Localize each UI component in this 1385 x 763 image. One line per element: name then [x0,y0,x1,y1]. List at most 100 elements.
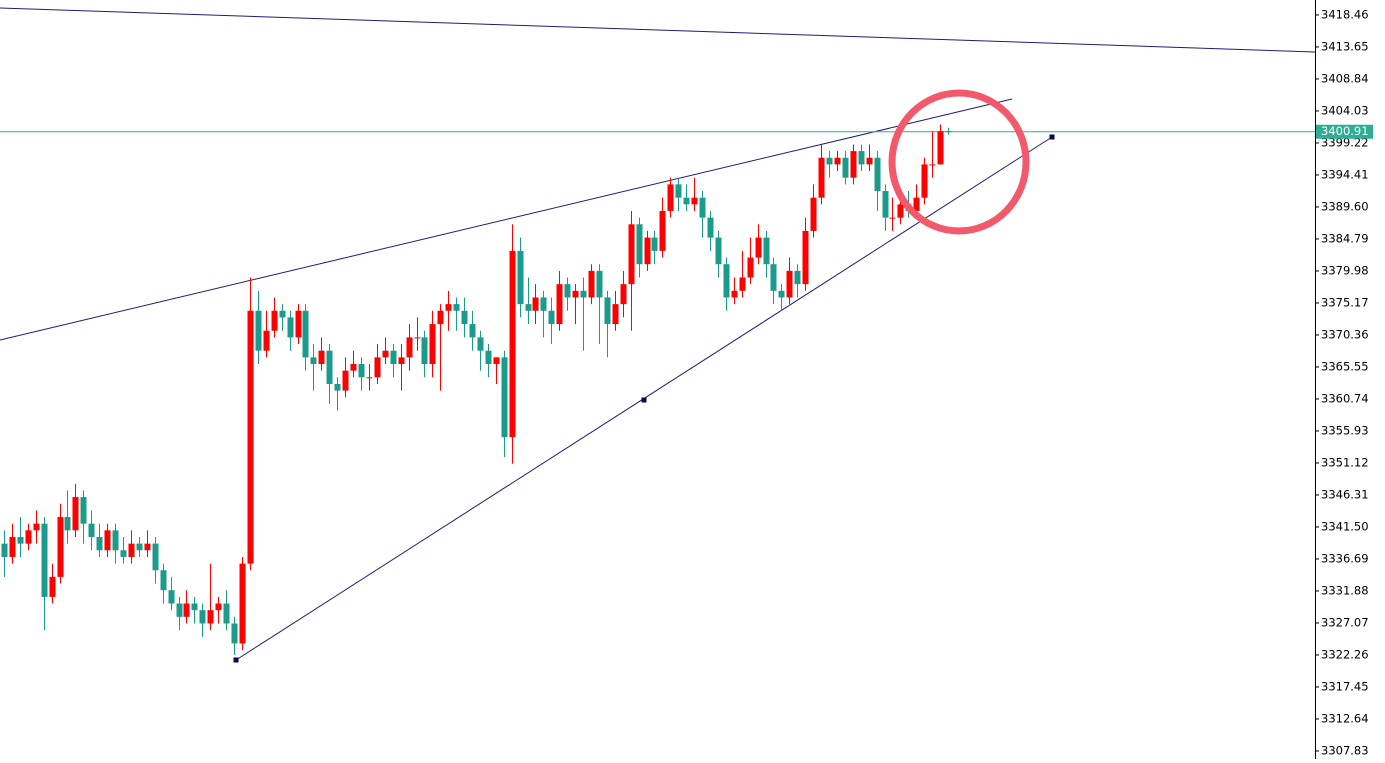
candle-body [255,310,262,351]
candle-body [41,523,48,597]
candle-body [33,523,40,531]
candle-body [310,357,317,364]
candle-body [532,297,539,311]
candle-body [80,497,87,524]
candle-body [675,184,682,198]
y-tick-label: 3375.17 [1321,295,1369,309]
current-price-label: 3400.91 [1321,124,1369,138]
candle-body [350,363,357,371]
candles [1,124,952,655]
y-tick-label: 3413.65 [1321,39,1369,53]
candle-body [120,550,127,557]
trend-line [0,7,1316,53]
y-tick-label: 3360.74 [1321,391,1369,405]
anchor-point [233,657,239,663]
candle-body [136,543,143,551]
candle-body [57,517,64,577]
candle-body [937,131,944,165]
candle-body [231,623,238,644]
candle-body [215,603,222,611]
candle-body [501,357,508,438]
candle-body [318,350,325,364]
current-price-box [1316,124,1373,139]
anchor-point [1049,134,1055,140]
candle-body [882,191,889,218]
candle-body [850,151,857,178]
candle-body [88,523,95,537]
candle-body [144,543,151,551]
anchor-point [641,397,647,403]
candle-body [786,270,793,298]
candle-body [17,536,24,544]
y-tick-label: 3322.26 [1321,648,1369,662]
candle-body [802,230,809,285]
candle-body [49,576,56,597]
candle-body [889,217,896,219]
candle-body [160,570,167,591]
y-tick-label: 3317.45 [1321,680,1369,694]
candle-body [390,350,397,364]
candle-body [556,284,563,325]
y-tick-label: 3365.55 [1321,359,1369,373]
y-tick-label: 3384.79 [1321,231,1369,245]
candle-body [699,197,706,218]
candle-body [342,370,349,391]
y-tick-label: 3379.98 [1321,263,1369,277]
candle-body [176,603,183,617]
candle-body [794,270,801,285]
candle-body [199,610,206,624]
candle-body [469,324,476,338]
candle-body [223,603,230,624]
candle-body [628,224,635,285]
candle-body [667,184,674,211]
candle-body [453,304,460,311]
candle-body [414,337,421,339]
candle-body [763,237,770,265]
candle-body [302,310,309,358]
candle-body [64,517,71,531]
candle-body [485,350,492,364]
candle-body [659,210,666,251]
candle-body [739,277,746,291]
candle-body [755,237,762,258]
y-tick-label: 3341.50 [1321,520,1369,534]
candle-body [437,310,444,325]
candle-body [72,497,79,531]
candle-body [168,590,175,604]
y-tick-label: 3418.46 [1321,7,1369,21]
candle-body [929,164,936,166]
candle-body [263,330,270,351]
candle-body [810,197,817,231]
y-tick-label: 3399.22 [1321,135,1369,149]
candle-body [477,337,484,351]
candle-body [651,237,658,251]
candle-body [644,237,651,265]
y-tick-label: 3389.60 [1321,199,1369,213]
candle-body [295,310,302,338]
candle-body [382,350,389,358]
y-tick-label: 3346.31 [1321,488,1369,502]
candle-body [517,250,524,305]
candle-body [588,270,595,298]
candle-body [9,536,16,557]
candle-body [326,350,333,384]
candle-body [731,290,738,298]
candle-body [509,250,516,438]
candle-body [683,197,690,205]
trend-line [0,98,1013,341]
candle-body [691,197,698,205]
candle-body [580,290,587,298]
candle-body [858,151,865,165]
candle-body [874,157,881,192]
candle-body [715,237,722,265]
candle-body [128,543,135,557]
candle-body [596,270,603,298]
candle-body [540,297,547,311]
candle-body [636,224,643,265]
candle-body [239,563,246,644]
y-tick-label: 3331.88 [1321,584,1369,598]
candle-body [334,383,341,391]
candle-body [112,530,119,551]
candle-body [620,284,627,305]
